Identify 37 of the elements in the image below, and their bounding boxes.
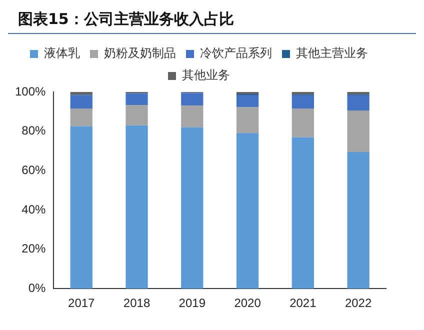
bar bbox=[126, 94, 148, 106]
bar bbox=[70, 92, 92, 95]
bar bbox=[126, 105, 148, 126]
bar bbox=[181, 93, 204, 106]
x-tick-label: 2017 bbox=[68, 296, 96, 310]
bar bbox=[181, 106, 204, 128]
y-tick-label: 40% bbox=[22, 202, 46, 216]
bar bbox=[236, 133, 259, 289]
bar bbox=[292, 137, 314, 289]
bar bbox=[347, 152, 370, 289]
y-tick-label: 80% bbox=[22, 124, 46, 138]
legend-label: 其他业务 bbox=[182, 68, 230, 82]
y-tick-label: 0% bbox=[28, 280, 46, 295]
bar bbox=[292, 94, 314, 109]
bar bbox=[236, 94, 259, 108]
legend-label: 液体乳 bbox=[44, 46, 80, 60]
y-tick-label: 60% bbox=[22, 162, 46, 177]
bar bbox=[347, 94, 370, 110]
x-tick-label: 2019 bbox=[178, 296, 206, 310]
x-tick-label: 2020 bbox=[234, 296, 262, 310]
bar bbox=[236, 107, 259, 134]
x-tick-label: 2022 bbox=[344, 296, 372, 310]
bar bbox=[292, 108, 314, 138]
legend-label: 冷饮产品系列 bbox=[200, 46, 272, 60]
chart-title: 图表15：公司主营业务收入占比 bbox=[8, 8, 416, 34]
bar bbox=[70, 108, 92, 126]
y-tick-label: 100% bbox=[14, 84, 46, 98]
x-tick-label: 2021 bbox=[290, 296, 317, 310]
legend-label: 奶粉及奶制品 bbox=[104, 46, 176, 60]
x-tick-label: 2018 bbox=[123, 296, 150, 310]
bar bbox=[126, 125, 148, 289]
bar bbox=[70, 95, 92, 109]
legend-label: 其他主营业务 bbox=[296, 46, 368, 60]
bar bbox=[181, 127, 204, 289]
bar bbox=[70, 126, 92, 289]
y-tick-label: 20% bbox=[22, 242, 46, 256]
bar bbox=[347, 110, 370, 152]
